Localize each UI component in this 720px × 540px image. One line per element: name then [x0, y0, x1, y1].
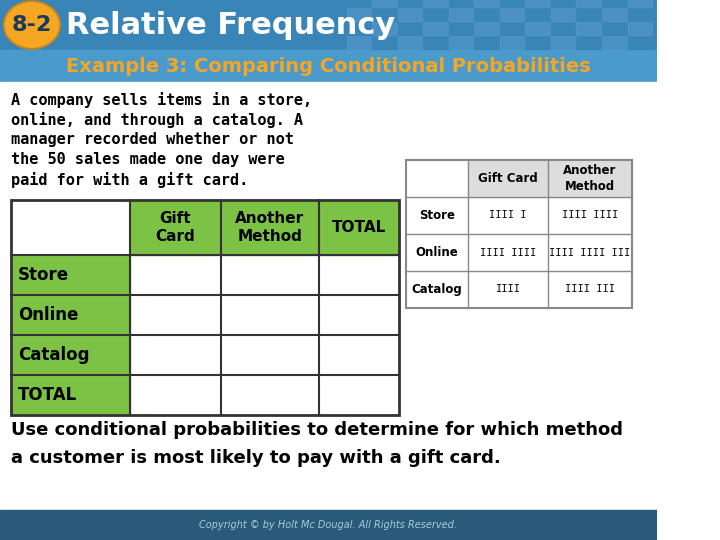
Bar — [449, 8, 473, 21]
Bar — [221, 200, 319, 255]
Text: Gift
Card: Gift Card — [156, 211, 195, 244]
Bar — [319, 200, 400, 255]
Bar — [474, 0, 499, 7]
Text: IIII IIII: IIII IIII — [480, 247, 536, 258]
Bar — [474, 22, 499, 35]
Text: Another
Method: Another Method — [235, 211, 305, 244]
Bar — [0, 50, 657, 82]
Bar — [0, 0, 657, 50]
Bar — [551, 8, 575, 21]
Ellipse shape — [6, 3, 58, 47]
Text: IIII III: IIII III — [565, 285, 615, 294]
Bar — [500, 36, 524, 49]
Bar — [500, 8, 524, 21]
Bar — [468, 160, 632, 197]
Bar — [346, 22, 372, 35]
Bar — [397, 0, 423, 7]
Bar — [449, 36, 473, 49]
Bar — [423, 0, 448, 7]
Text: 8-2: 8-2 — [12, 15, 52, 35]
Text: Use conditional probabilities to determine for which method: Use conditional probabilities to determi… — [11, 421, 623, 439]
Text: IIII: IIII — [495, 285, 521, 294]
Text: TOTAL: TOTAL — [18, 386, 78, 404]
Ellipse shape — [4, 1, 60, 49]
Bar — [602, 36, 626, 49]
Bar — [602, 22, 626, 35]
Bar — [474, 8, 499, 21]
Bar — [397, 36, 423, 49]
Bar — [500, 22, 524, 35]
Text: Another
Method: Another Method — [564, 165, 617, 192]
Bar — [406, 160, 632, 308]
Bar — [551, 36, 575, 49]
Text: Relative Frequency: Relative Frequency — [66, 10, 395, 39]
Text: A company sells items in a store,: A company sells items in a store, — [11, 92, 312, 108]
Bar — [526, 22, 550, 35]
Bar — [423, 22, 448, 35]
Bar — [11, 335, 130, 375]
Bar — [0, 510, 657, 540]
Bar — [551, 0, 575, 7]
Bar — [372, 0, 397, 7]
Bar — [474, 36, 499, 49]
Bar — [577, 8, 601, 21]
Text: IIII IIII III: IIII IIII III — [549, 247, 631, 258]
Text: TOTAL: TOTAL — [332, 220, 387, 235]
Bar — [0, 82, 657, 510]
Bar — [449, 0, 473, 7]
Bar — [346, 8, 372, 21]
Text: manager recorded whether or not: manager recorded whether or not — [11, 132, 294, 147]
Bar — [602, 0, 626, 7]
Bar — [346, 0, 372, 7]
Text: Online: Online — [18, 306, 78, 324]
Bar — [372, 22, 397, 35]
Bar — [526, 8, 550, 21]
Bar — [423, 36, 448, 49]
Bar — [628, 36, 652, 49]
Text: the 50 sales made one day were: the 50 sales made one day were — [11, 152, 284, 167]
Bar — [397, 8, 423, 21]
Bar — [526, 36, 550, 49]
Text: IIII I: IIII I — [490, 211, 527, 220]
Text: Catalog: Catalog — [412, 283, 462, 296]
Bar — [11, 200, 400, 415]
Bar — [130, 200, 221, 255]
Bar — [11, 375, 130, 415]
Bar — [346, 36, 372, 49]
Text: Copyright © by Holt Mc Dougal. All Rights Reserved.: Copyright © by Holt Mc Dougal. All Right… — [199, 520, 457, 530]
Ellipse shape — [6, 3, 58, 47]
Bar — [423, 8, 448, 21]
Bar — [500, 0, 524, 7]
Text: Catalog: Catalog — [18, 346, 90, 364]
Bar — [628, 8, 652, 21]
Text: Example 3: Comparing Conditional Probabilities: Example 3: Comparing Conditional Probabi… — [66, 57, 590, 76]
Bar — [628, 0, 652, 7]
Text: Gift Card: Gift Card — [478, 172, 538, 185]
Bar — [551, 22, 575, 35]
Bar — [577, 0, 601, 7]
Bar — [372, 8, 397, 21]
Bar — [372, 36, 397, 49]
Text: a customer is most likely to pay with a gift card.: a customer is most likely to pay with a … — [11, 449, 500, 467]
Text: online, and through a catalog. A: online, and through a catalog. A — [11, 112, 303, 128]
Bar — [526, 0, 550, 7]
Bar — [11, 255, 130, 295]
Bar — [577, 36, 601, 49]
Text: paid for with a gift card.: paid for with a gift card. — [11, 172, 248, 188]
Bar — [577, 22, 601, 35]
Bar — [628, 22, 652, 35]
Text: Store: Store — [18, 266, 69, 284]
Text: Online: Online — [415, 246, 458, 259]
Bar — [11, 295, 130, 335]
Text: IIII IIII: IIII IIII — [562, 211, 618, 220]
Bar — [397, 22, 423, 35]
Bar — [449, 22, 473, 35]
Text: Store: Store — [419, 209, 455, 222]
Bar — [602, 8, 626, 21]
